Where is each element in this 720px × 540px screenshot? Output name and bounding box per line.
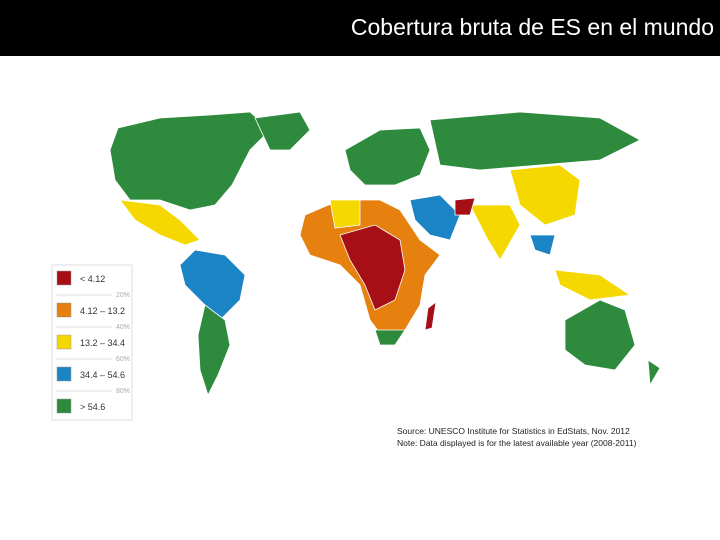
source-line: Source: UNESCO Institute for Statistics …: [397, 426, 630, 436]
region: [119, 199, 201, 246]
region: [109, 111, 271, 211]
legend-label: < 4.12: [80, 274, 105, 284]
world-map: [109, 111, 661, 397]
region: [529, 234, 556, 256]
legend-break: 80%: [116, 388, 130, 395]
source-note: Note: Data displayed is for the latest a…: [397, 438, 637, 448]
region: [509, 164, 581, 226]
legend-swatch: [56, 270, 72, 286]
region: [564, 299, 636, 371]
region: [374, 329, 406, 346]
region: [254, 111, 311, 151]
region: [197, 304, 231, 397]
legend-break: 20%: [116, 292, 130, 299]
slide-title: Cobertura bruta de ES en el mundo: [350, 14, 714, 40]
region: [409, 194, 461, 241]
legend-label: > 54.6: [80, 402, 105, 412]
region: [424, 301, 437, 331]
legend-label: 4.12 – 13.2: [80, 306, 125, 316]
legend-break: 40%: [116, 324, 130, 331]
region: [554, 269, 632, 301]
region: [179, 249, 246, 321]
legend: < 4.12 4.12 – 13.2 13.2 – 34.4 34.4 – 54.6 >…: [51, 264, 133, 421]
legend-label: 13.2 – 34.4: [80, 338, 125, 348]
region: [329, 199, 361, 229]
region: [647, 359, 661, 387]
region: [429, 111, 641, 171]
header-bar: Cobertura bruta de ES en el mundo: [0, 0, 720, 56]
legend-swatch: [56, 366, 72, 382]
region: [469, 204, 521, 261]
legend-swatch: [56, 302, 72, 318]
region: [339, 224, 406, 311]
region: [344, 127, 431, 186]
legend-swatch: [56, 334, 72, 350]
region: [454, 197, 476, 216]
legend-swatch: [56, 398, 72, 414]
legend-label: 34.4 – 54.6: [80, 370, 125, 380]
legend-break: 60%: [116, 356, 130, 363]
